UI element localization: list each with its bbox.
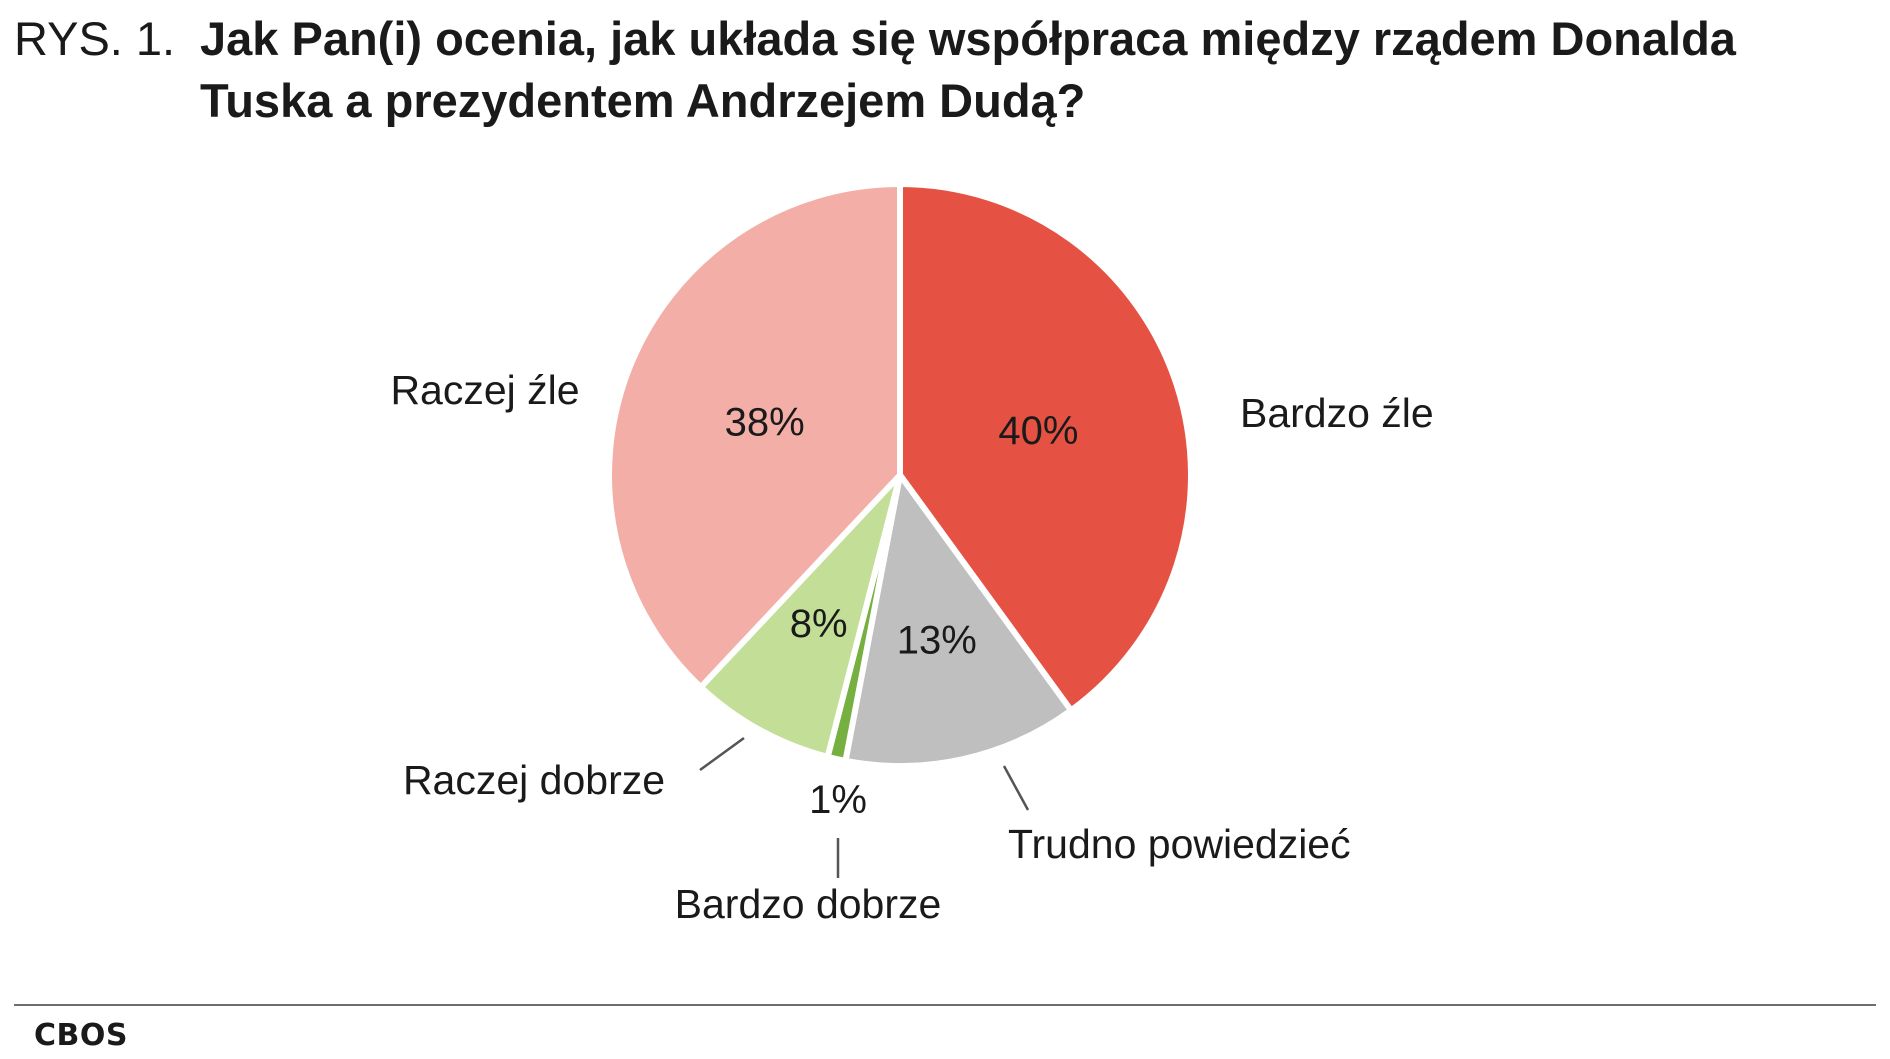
source-label: CBOS (34, 1018, 128, 1053)
leader-line-raczej-dobrze (699, 736, 745, 772)
figure-number: RYS. 1. (14, 12, 176, 65)
category-label-trudno-powiedziec: Trudno powiedzieć (1008, 821, 1351, 867)
chart-title: Jak Pan(i) ocenia, jak układa się współp… (200, 12, 1736, 127)
leader-line-trudno-powiedziec (1002, 765, 1030, 811)
category-label-raczej-dobrze: Raczej dobrze (403, 757, 665, 803)
pie-slice-raczej-zle (606, 181, 903, 691)
pie-slice-trudno-powiedziec (842, 472, 1075, 769)
category-label-bardzo-dobrze: Bardzo dobrze (675, 881, 942, 927)
data-label-bardzo-dobrze: 1% (809, 778, 867, 822)
category-label-bardzo-zle: Bardzo źle (1240, 390, 1434, 436)
data-label-trudno-powiedziec: 13% (897, 619, 977, 663)
data-label-bardzo-zle: 40% (998, 409, 1078, 453)
footer-divider (14, 1004, 1876, 1006)
pie-slice-bardzo-zle (897, 181, 1194, 714)
pie-slice-raczej-dobrze (697, 472, 903, 760)
data-label-raczej-dobrze: 8% (790, 602, 848, 646)
data-label-raczej-zle: 38% (725, 400, 805, 444)
category-label-raczej-zle: Raczej źle (390, 367, 579, 413)
